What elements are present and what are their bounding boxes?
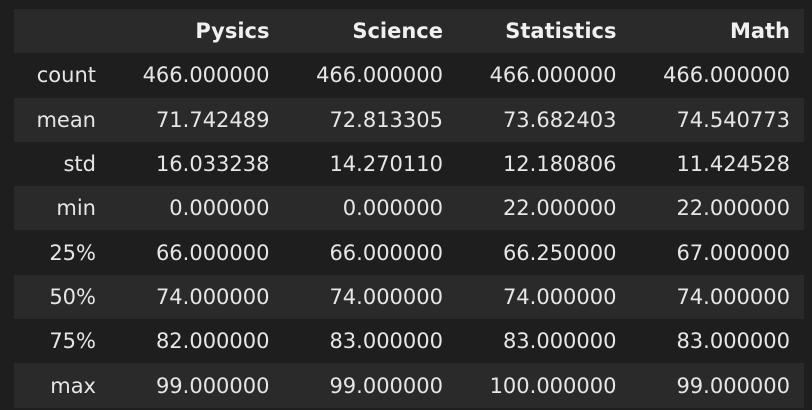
table-cell: 99.000000 <box>329 373 443 398</box>
row-index-label: 50% <box>49 284 96 309</box>
notebook-output-area: Pysics Science Statistics Math count 466… <box>14 9 804 408</box>
describe-dataframe-table: Pysics Science Statistics Math count 466… <box>14 9 804 408</box>
table-cell: 16.033238 <box>155 152 270 177</box>
table-cell: 12.180806 <box>502 152 617 177</box>
index-header-corner <box>14 9 110 53</box>
table-cell: 99.000000 <box>676 373 790 398</box>
table-header-row: Pysics Science Statistics Math <box>14 9 804 54</box>
table-cell: 82.000000 <box>155 329 270 354</box>
table-row: 50% 74.000000 74.000000 74.000000 74.000… <box>14 274 804 320</box>
row-index-label: count <box>36 63 96 88</box>
row-index-label: min <box>56 196 96 221</box>
table-cell: 14.270110 <box>329 152 443 177</box>
table-cell: 71.742489 <box>155 107 270 132</box>
row-index-label: max <box>50 373 96 398</box>
table-row: 75% 82.000000 83.000000 83.000000 83.000… <box>14 319 804 363</box>
table-cell: 74.000000 <box>155 284 270 309</box>
table-cell: 466.000000 <box>663 63 790 88</box>
table-cell: 466.000000 <box>316 63 443 88</box>
table-cell: 83.000000 <box>676 329 790 354</box>
column-header: Science <box>352 19 443 44</box>
table-cell: 466.000000 <box>142 63 270 88</box>
table-row: count 466.000000 466.000000 466.000000 4… <box>14 53 804 97</box>
table-cell: 74.000000 <box>676 284 790 309</box>
table-cell: 83.000000 <box>329 329 443 354</box>
table-cell: 72.813305 <box>329 107 443 132</box>
table-cell: 11.424528 <box>676 152 790 177</box>
table-row: mean 71.742489 72.813305 73.682403 74.54… <box>14 97 804 142</box>
table-cell: 74.000000 <box>329 284 443 309</box>
table-row: std 16.033238 14.270110 12.180806 11.424… <box>14 142 804 186</box>
row-index-label: 25% <box>49 240 96 265</box>
table-cell: 99.000000 <box>155 373 270 398</box>
table-cell: 66.250000 <box>502 240 617 265</box>
row-index-label: 75% <box>49 329 96 354</box>
table-cell: 83.000000 <box>502 329 617 354</box>
table-cell: 73.682403 <box>502 107 617 132</box>
table-cell: 466.000000 <box>489 63 617 88</box>
column-header: Pysics <box>195 19 270 44</box>
table-cell: 0.000000 <box>169 196 270 221</box>
table-row: min 0.000000 0.000000 22.000000 22.00000… <box>14 186 804 231</box>
table-cell: 100.000000 <box>489 373 617 398</box>
column-header: Math <box>729 19 790 44</box>
row-index-label: std <box>63 152 96 177</box>
table-cell: 66.000000 <box>155 240 270 265</box>
table-row: 25% 66.000000 66.000000 66.250000 67.000… <box>14 230 804 274</box>
table-cell: 22.000000 <box>676 196 790 221</box>
row-index-label: mean <box>36 107 96 132</box>
table-cell: 74.540773 <box>676 107 790 132</box>
table-cell: 74.000000 <box>502 284 617 309</box>
column-header: Statistics <box>505 19 617 44</box>
table-cell: 67.000000 <box>676 240 790 265</box>
table-cell: 0.000000 <box>342 196 443 221</box>
table-row: max 99.000000 99.000000 100.000000 99.00… <box>14 363 804 408</box>
table-cell: 66.000000 <box>329 240 443 265</box>
table-cell: 22.000000 <box>502 196 617 221</box>
